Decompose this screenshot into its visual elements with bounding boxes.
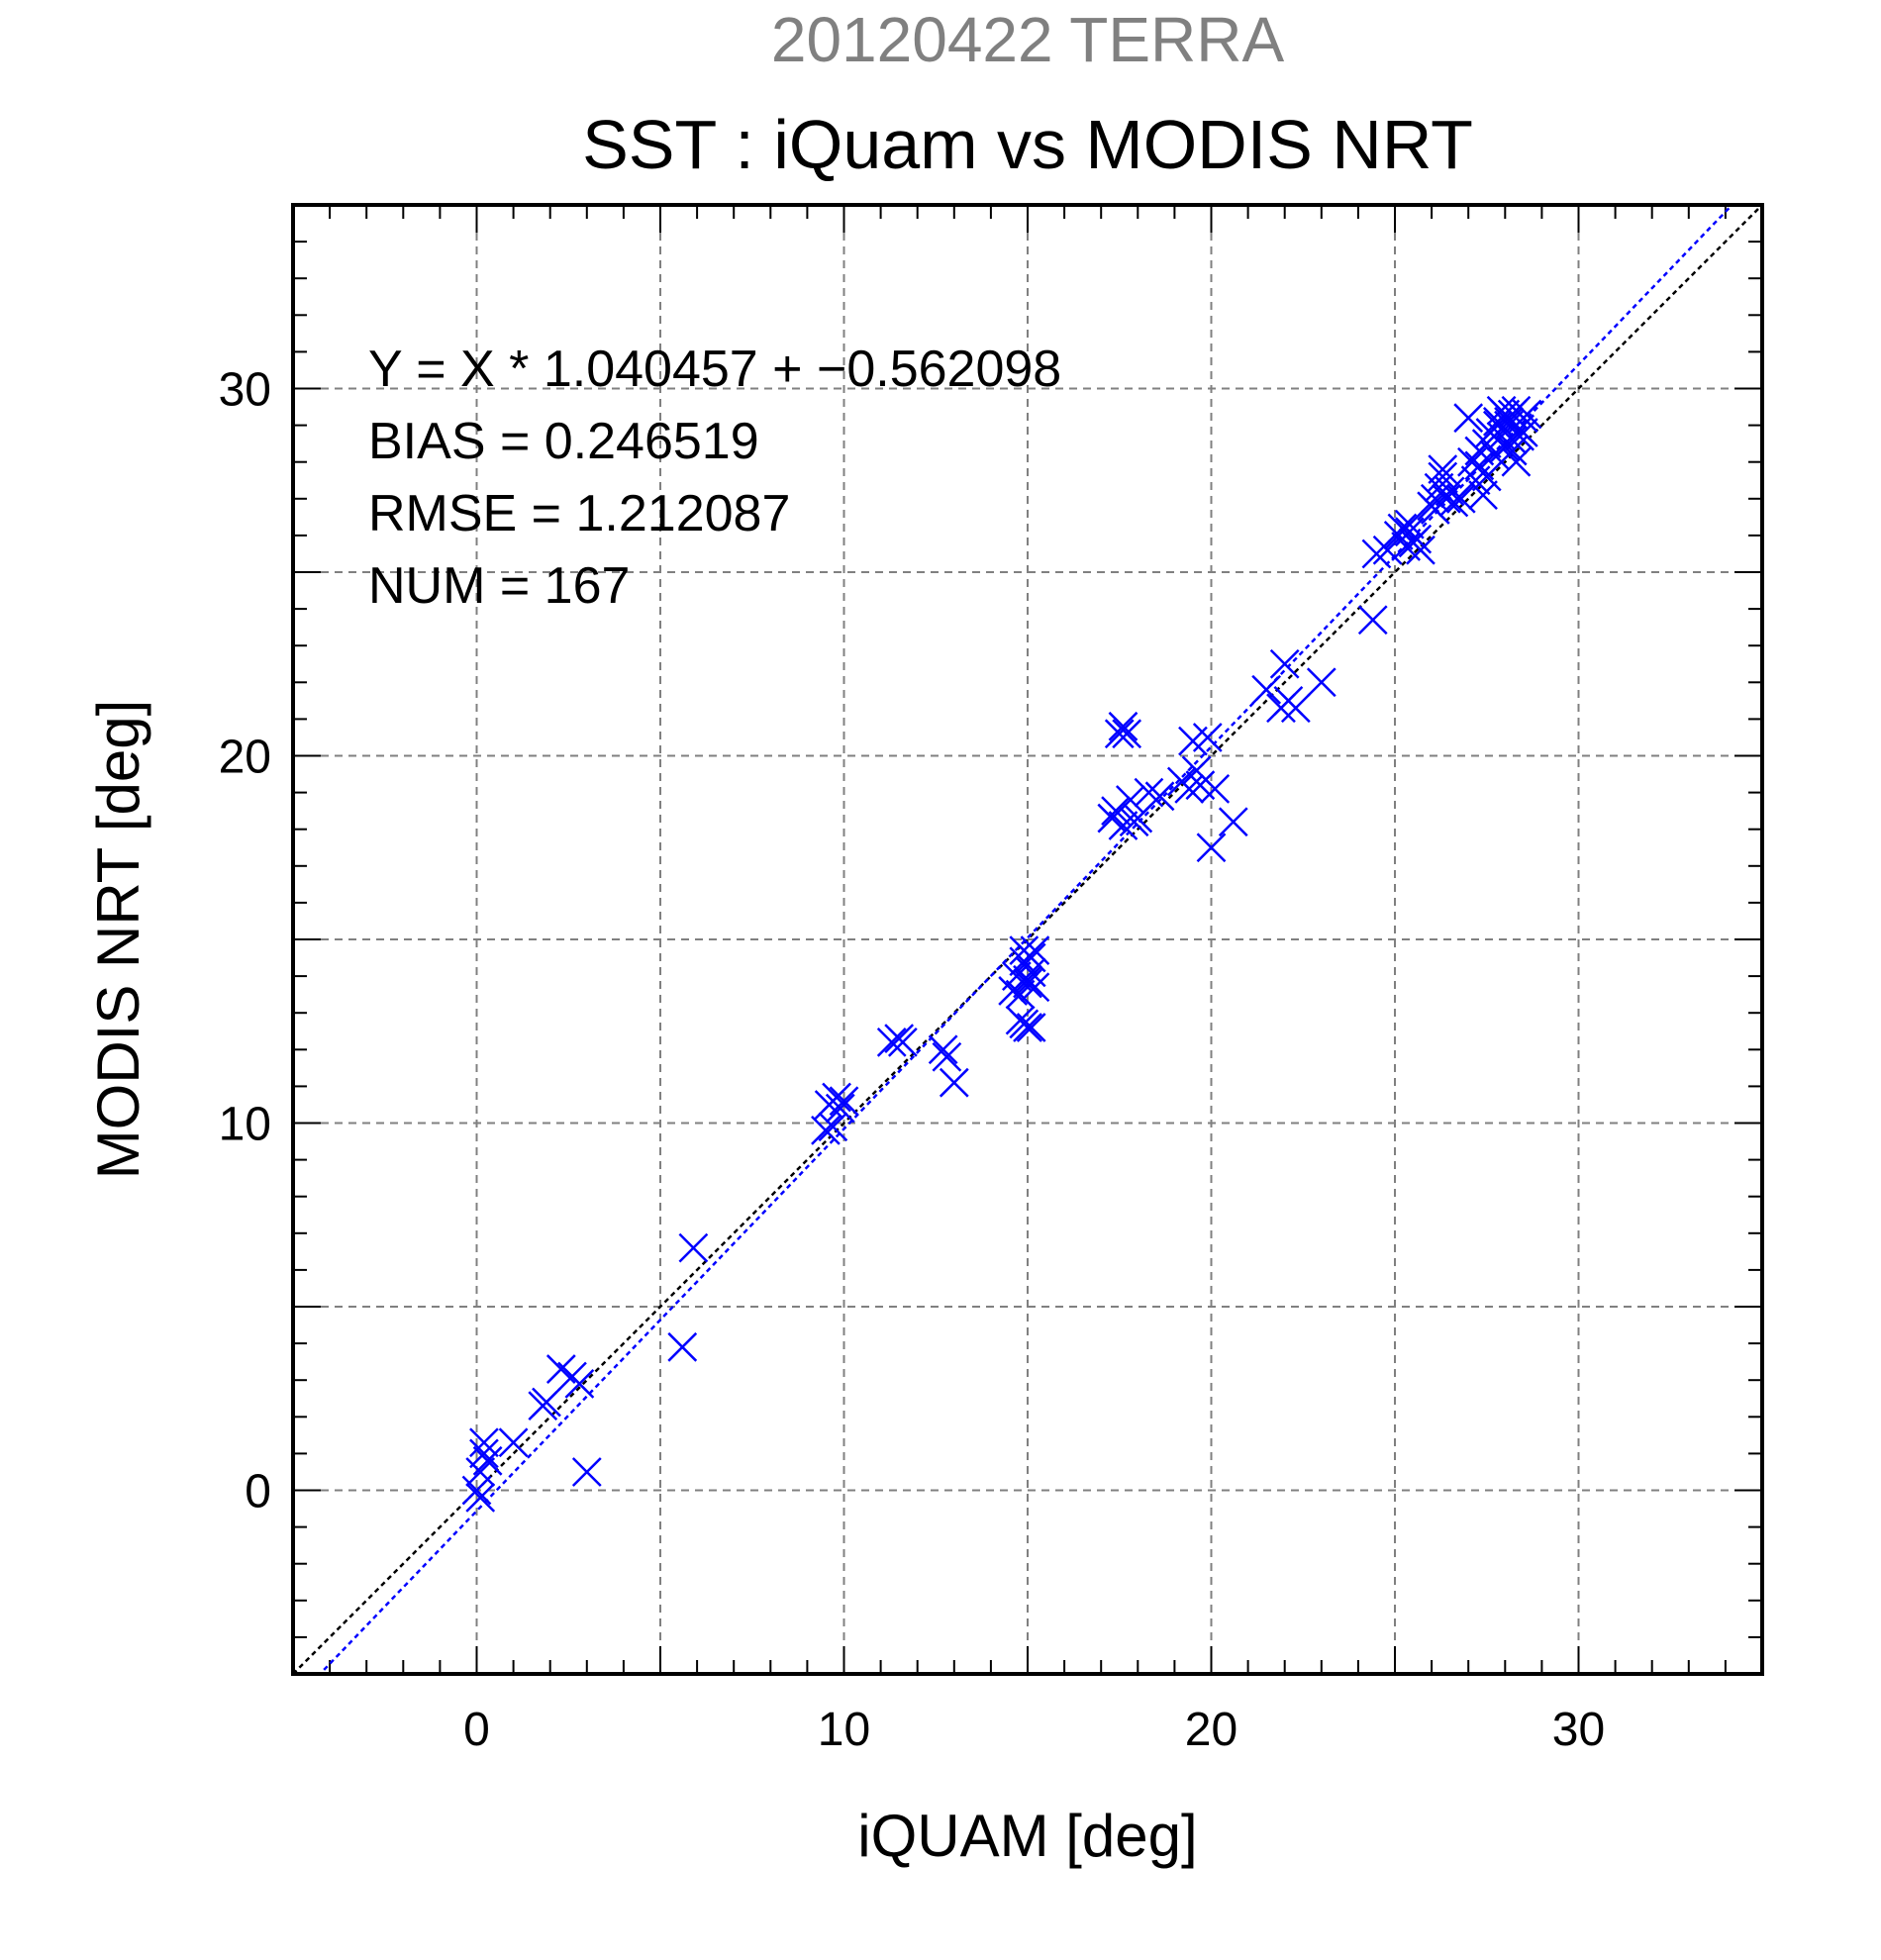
data-point (928, 1034, 958, 1065)
data-point (818, 1112, 848, 1142)
identity-line (293, 205, 1762, 1674)
data-point (1108, 711, 1138, 741)
data-point (498, 1427, 529, 1458)
data-point (1357, 605, 1388, 636)
data-point (1497, 436, 1528, 466)
data-point (1016, 942, 1046, 973)
data-point (1196, 833, 1227, 863)
data-point (1174, 774, 1205, 804)
data-point (1361, 539, 1392, 569)
data-point (1280, 693, 1311, 724)
data-point (829, 1086, 859, 1117)
data-points (461, 395, 1542, 1513)
stats-line: BIAS = 0.246519 (368, 413, 759, 470)
data-point (1013, 968, 1042, 999)
data-point (1508, 418, 1538, 447)
y-tick-label: 30 (219, 364, 271, 417)
data-point (1016, 1013, 1046, 1042)
stats-line: Y = X * 1.040457 + −0.562098 (368, 341, 1061, 398)
data-point (1101, 796, 1131, 827)
data-point (825, 1093, 855, 1124)
data-point (667, 1331, 698, 1362)
data-point (1482, 410, 1513, 441)
data-point (1468, 480, 1498, 510)
data-point (1406, 535, 1436, 565)
grid (293, 205, 1762, 1674)
minor-ticks (293, 205, 1762, 1674)
data-point (822, 1082, 851, 1113)
data-point (465, 1483, 496, 1513)
reference-lines (293, 205, 1762, 1674)
data-point (469, 1427, 499, 1458)
data-point (1218, 807, 1248, 837)
data-point (678, 1232, 709, 1263)
y-tick-labels: 0 10 20 30 (219, 364, 271, 1519)
data-point (1269, 648, 1300, 679)
x-tick-label: 10 (818, 1704, 870, 1756)
data-point (469, 1438, 499, 1469)
data-point (1192, 723, 1223, 752)
data-point (1394, 509, 1425, 539)
data-point (1009, 1009, 1040, 1039)
data-point (532, 1387, 561, 1418)
y-tick-label: 20 (219, 732, 271, 784)
data-point (1471, 461, 1502, 492)
x-tick-label: 0 (463, 1704, 490, 1756)
data-point (1490, 432, 1521, 462)
data-point (564, 1369, 595, 1399)
data-point (1144, 781, 1175, 812)
data-point (1104, 719, 1135, 749)
data-point (932, 1041, 962, 1072)
y-tick-label: 10 (219, 1099, 271, 1151)
data-point (1306, 667, 1336, 698)
chart-suptitle: 20120422 TERRA (771, 4, 1285, 75)
chart-title: SST : iQuam vs MODIS NRT (582, 106, 1473, 183)
data-point (1501, 446, 1532, 477)
data-point (1453, 403, 1484, 434)
data-point (1402, 524, 1433, 554)
data-point (472, 1445, 503, 1476)
data-point (571, 1457, 602, 1487)
regression-fit-line (318, 205, 1734, 1674)
x-tick-labels: 0 10 20 30 (463, 1704, 1605, 1756)
data-point (1251, 674, 1282, 705)
data-point (1387, 513, 1418, 543)
data-point (1108, 811, 1138, 840)
data-point (1512, 399, 1542, 430)
data-point (939, 1067, 969, 1098)
data-point (1420, 483, 1450, 514)
data-point (461, 1475, 492, 1506)
data-point (1372, 535, 1403, 565)
x-tick-label: 20 (1185, 1704, 1238, 1756)
plot-frame (291, 203, 1764, 1676)
data-point (1420, 495, 1450, 525)
data-point (811, 1116, 841, 1145)
y-axis-label: MODIS NRT [deg] (85, 700, 151, 1180)
data-point (1112, 719, 1142, 749)
data-point (1200, 774, 1231, 804)
x-tick-label: 30 (1552, 1704, 1605, 1756)
stats-line: NUM = 167 (368, 557, 630, 615)
data-point (1428, 454, 1458, 485)
data-point (876, 1027, 907, 1057)
data-point (1134, 777, 1164, 808)
stats-annotation: Y = X * 1.040457 + −0.562098 BIAS = 0.246… (368, 341, 1061, 615)
data-point (887, 1027, 918, 1057)
data-point (1497, 399, 1528, 430)
stats-line: RMSE = 1.212087 (368, 485, 790, 542)
data-point (1020, 935, 1050, 966)
y-tick-label: 0 (245, 1466, 271, 1519)
x-axis-label: iQUAM [deg] (857, 1803, 1197, 1869)
